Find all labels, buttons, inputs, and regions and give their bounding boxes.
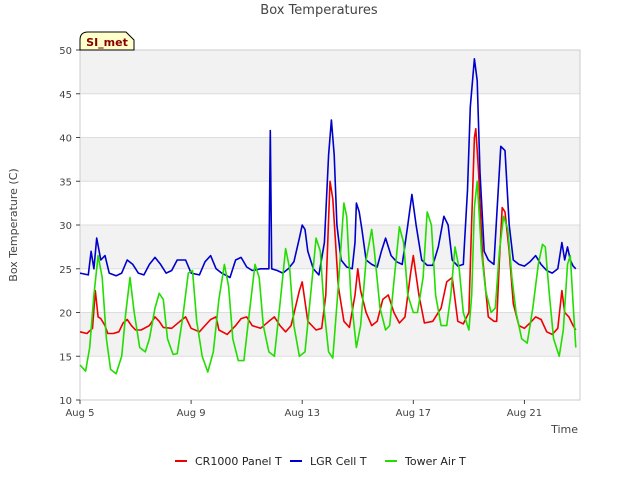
y-tick-label: 25 (59, 265, 72, 276)
y-axis-ticks: 10 15 20 25 30 35 40 45 50 (59, 46, 80, 407)
series-line-cr1000-panel-t (79, 128, 577, 336)
site-badge-box (79, 31, 135, 51)
x-axis-ticks: Aug 5 Aug 9 Aug 13 Aug 17 Aug 21 (65, 400, 542, 419)
series-line-lgr-cell-t (79, 57, 577, 279)
band-7 (80, 50, 580, 94)
legend-label-lgr-cell-t: LGR Cell T (310, 455, 367, 468)
y-tick-label: 15 (59, 352, 72, 363)
x-tick-label: Aug 17 (396, 408, 431, 419)
chart-title: Box Temperatures (260, 3, 378, 18)
x-tick-label: Aug 5 (65, 408, 94, 419)
y-axis-label: Box Temperature (C) (7, 168, 20, 281)
legend-label-cr1000-panel-t: CR1000 Panel T (195, 455, 282, 468)
y-tick-label: 45 (59, 90, 72, 101)
y-tick-label: 40 (59, 134, 72, 145)
series-line-tower-air-t (79, 180, 577, 375)
y-tick-label: 35 (59, 177, 72, 188)
x-axis-label: Time (550, 423, 578, 436)
y-tick-label: 50 (59, 46, 72, 57)
y-tick-label: 20 (59, 309, 72, 320)
y-tick-label: 30 (59, 221, 72, 232)
site-badge: SI_met (79, 31, 135, 51)
band-1 (80, 312, 580, 357)
series-lines (79, 57, 577, 375)
x-tick-label: Aug 13 (285, 408, 320, 419)
legend: CR1000 Panel T LGR Cell T Tower Air T (175, 455, 466, 468)
x-tick-label: Aug 21 (507, 408, 542, 419)
legend-label-tower-air-t: Tower Air T (404, 455, 466, 468)
y-tick-label: 10 (59, 396, 72, 407)
band-3 (80, 225, 580, 269)
x-tick-label: Aug 9 (177, 408, 206, 419)
site-badge-label: SI_met (86, 36, 128, 49)
